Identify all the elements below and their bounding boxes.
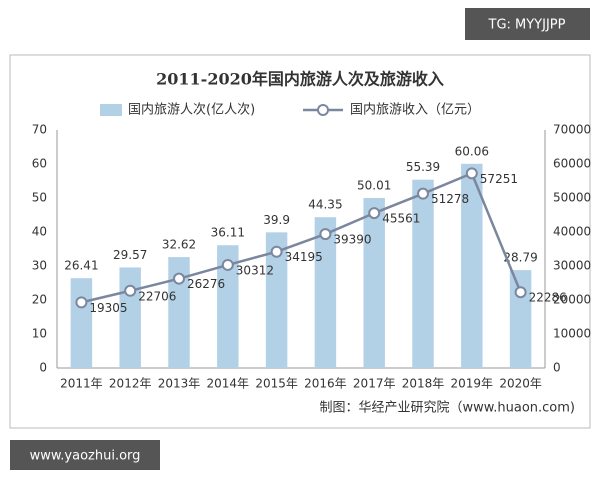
bar (70, 278, 93, 368)
bar-value-label: 39.9 (263, 213, 290, 227)
line-marker (514, 286, 527, 299)
line-value-label: 26276 (187, 277, 225, 291)
y-tick-label: 60 (32, 157, 47, 171)
bar (217, 245, 239, 368)
bar-value-label: 32.62 (162, 238, 196, 252)
x-tick-label: 2017年 (353, 377, 396, 391)
line-value-label: 22706 (138, 289, 176, 303)
y-tick-label: 50 (32, 191, 47, 205)
x-tick-label: 2020年 (499, 377, 542, 391)
x-tick-label: 2019年 (451, 377, 494, 391)
watermark-box (10, 440, 160, 470)
y2-tick-label: 70000 (553, 123, 591, 137)
y-tick-label: 40 (32, 225, 47, 239)
y-tick-label: 10 (32, 327, 47, 341)
y-tick-label: 0 (39, 361, 47, 375)
y2-tick-label: 40000 (553, 225, 591, 239)
chart-title: 2011-2020年国内旅游人次及旅游收入 (156, 70, 444, 89)
line-value-label: 19305 (89, 301, 127, 315)
legend-swatch (100, 104, 122, 116)
line-marker (75, 296, 88, 309)
line (81, 171, 522, 304)
y-tick-label: 20 (32, 293, 47, 307)
x-tick-label: 2018年 (402, 377, 445, 391)
y2-tick-label: 10000 (553, 327, 591, 341)
line-value-label: 34195 (285, 250, 323, 264)
x-tick-label: 2016年 (304, 377, 347, 391)
bar (265, 232, 288, 368)
line-marker (319, 228, 332, 241)
watermark: www.yaozhui.org (30, 449, 141, 464)
bar (509, 270, 532, 368)
line-marker (173, 272, 185, 285)
bar (412, 179, 434, 368)
line-marker (221, 258, 234, 271)
line-value-label: 30312 (236, 263, 274, 277)
x-tick-label: 2011年 (60, 377, 103, 391)
y2-tick-label: 20000 (553, 293, 591, 307)
x-tick-label: 2014年 (207, 377, 250, 391)
y2-tick-label: 60000 (553, 157, 591, 171)
line-value-label: 57251 (480, 172, 518, 186)
bar (461, 163, 483, 368)
line-marker (417, 187, 429, 200)
bar-value-label: 55.39 (406, 160, 440, 174)
bar-value-label: 44.35 (308, 198, 342, 212)
line-value-label: 22286 (529, 291, 567, 305)
source: 制图：华经产业研究院（www.huaon.com) (320, 401, 575, 416)
bar-value-label: 50.01 (357, 178, 391, 192)
line-value-label: 51278 (431, 192, 469, 206)
y-tick-label: 70 (32, 123, 47, 137)
bar-value-label: 36.11 (211, 226, 245, 240)
y2-tick-label: 50000 (553, 191, 591, 205)
bar (168, 257, 190, 368)
chart-frame (9, 54, 591, 429)
legend-label: 国内旅游收入（亿元） (350, 102, 480, 118)
x-tick-label: 2013年 (158, 377, 201, 391)
bar (363, 197, 385, 368)
y2-tick-label: 30000 (553, 259, 591, 273)
line-marker (465, 167, 478, 180)
x-tick-label: 2015年 (255, 377, 298, 391)
y-tick-label: 30 (32, 259, 47, 273)
bar-value-label: 28.79 (503, 251, 537, 265)
line-value-label: 45561 (382, 212, 420, 226)
bar-value-label: 26.41 (64, 259, 98, 273)
watermark: TG: MYYJJPP (488, 18, 566, 33)
line-marker (270, 245, 283, 258)
bar-value-label: 60.06 (455, 144, 489, 158)
watermark-box (465, 8, 590, 40)
x-tick-label: 2012年 (109, 377, 152, 391)
line-value-label: 39390 (333, 233, 371, 247)
bar-value-label: 29.57 (113, 248, 147, 262)
bar (119, 267, 141, 368)
legend-label: 国内旅游人次(亿人次) (128, 102, 255, 118)
y2-tick-label: 0 (553, 361, 561, 375)
legend-swatch (317, 104, 329, 116)
line-marker (124, 284, 137, 297)
bar (314, 217, 337, 368)
line-marker (368, 207, 381, 220)
